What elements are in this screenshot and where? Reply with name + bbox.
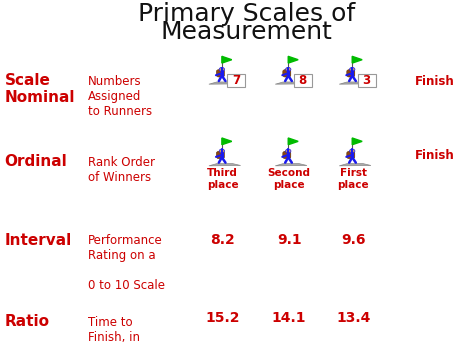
- Text: Time to
Finish, in: Time to Finish, in: [88, 316, 140, 344]
- Polygon shape: [288, 56, 298, 63]
- Polygon shape: [275, 164, 307, 166]
- Text: 8: 8: [299, 74, 307, 87]
- Text: Finish: Finish: [415, 149, 455, 162]
- Polygon shape: [352, 138, 362, 145]
- Text: Second
place: Second place: [268, 168, 310, 190]
- Circle shape: [349, 67, 355, 71]
- Polygon shape: [352, 56, 362, 63]
- Text: Finish: Finish: [415, 75, 455, 88]
- Text: 8.2: 8.2: [210, 233, 235, 246]
- Polygon shape: [339, 164, 371, 166]
- Text: Ratio: Ratio: [5, 314, 50, 329]
- Text: 7: 7: [232, 74, 240, 87]
- Polygon shape: [222, 138, 232, 145]
- Polygon shape: [339, 82, 371, 84]
- Polygon shape: [209, 164, 241, 166]
- FancyBboxPatch shape: [347, 70, 355, 77]
- Text: Numbers
Assigned
to Runners: Numbers Assigned to Runners: [88, 75, 152, 118]
- FancyBboxPatch shape: [217, 151, 224, 159]
- Text: Measurement: Measurement: [161, 20, 332, 44]
- Text: 9.1: 9.1: [277, 233, 301, 246]
- Text: 15.2: 15.2: [206, 311, 240, 324]
- Text: Scale
Nominal: Scale Nominal: [5, 73, 75, 105]
- Text: 14.1: 14.1: [272, 311, 306, 324]
- Circle shape: [219, 149, 225, 153]
- Text: Primary Scales of: Primary Scales of: [138, 2, 355, 26]
- FancyBboxPatch shape: [357, 74, 376, 87]
- Circle shape: [285, 149, 291, 153]
- Polygon shape: [275, 82, 307, 84]
- Text: 3: 3: [363, 74, 371, 87]
- FancyBboxPatch shape: [227, 74, 246, 87]
- Circle shape: [349, 149, 355, 153]
- Text: First
place: First place: [337, 168, 369, 190]
- Text: Ordinal: Ordinal: [5, 154, 67, 169]
- FancyBboxPatch shape: [283, 70, 291, 77]
- Circle shape: [285, 67, 291, 71]
- FancyBboxPatch shape: [347, 151, 355, 159]
- Polygon shape: [209, 82, 241, 84]
- FancyBboxPatch shape: [283, 151, 291, 159]
- Polygon shape: [222, 56, 232, 63]
- FancyBboxPatch shape: [217, 70, 224, 77]
- Text: 9.6: 9.6: [341, 233, 365, 246]
- Circle shape: [219, 67, 225, 71]
- Text: Performance
Rating on a

0 to 10 Scale: Performance Rating on a 0 to 10 Scale: [88, 234, 164, 292]
- FancyBboxPatch shape: [293, 74, 312, 87]
- Text: Interval: Interval: [5, 233, 72, 247]
- Text: Rank Order
of Winners: Rank Order of Winners: [88, 156, 155, 184]
- Text: Third
place: Third place: [207, 168, 238, 190]
- Polygon shape: [288, 138, 298, 145]
- Text: 13.4: 13.4: [336, 311, 370, 324]
